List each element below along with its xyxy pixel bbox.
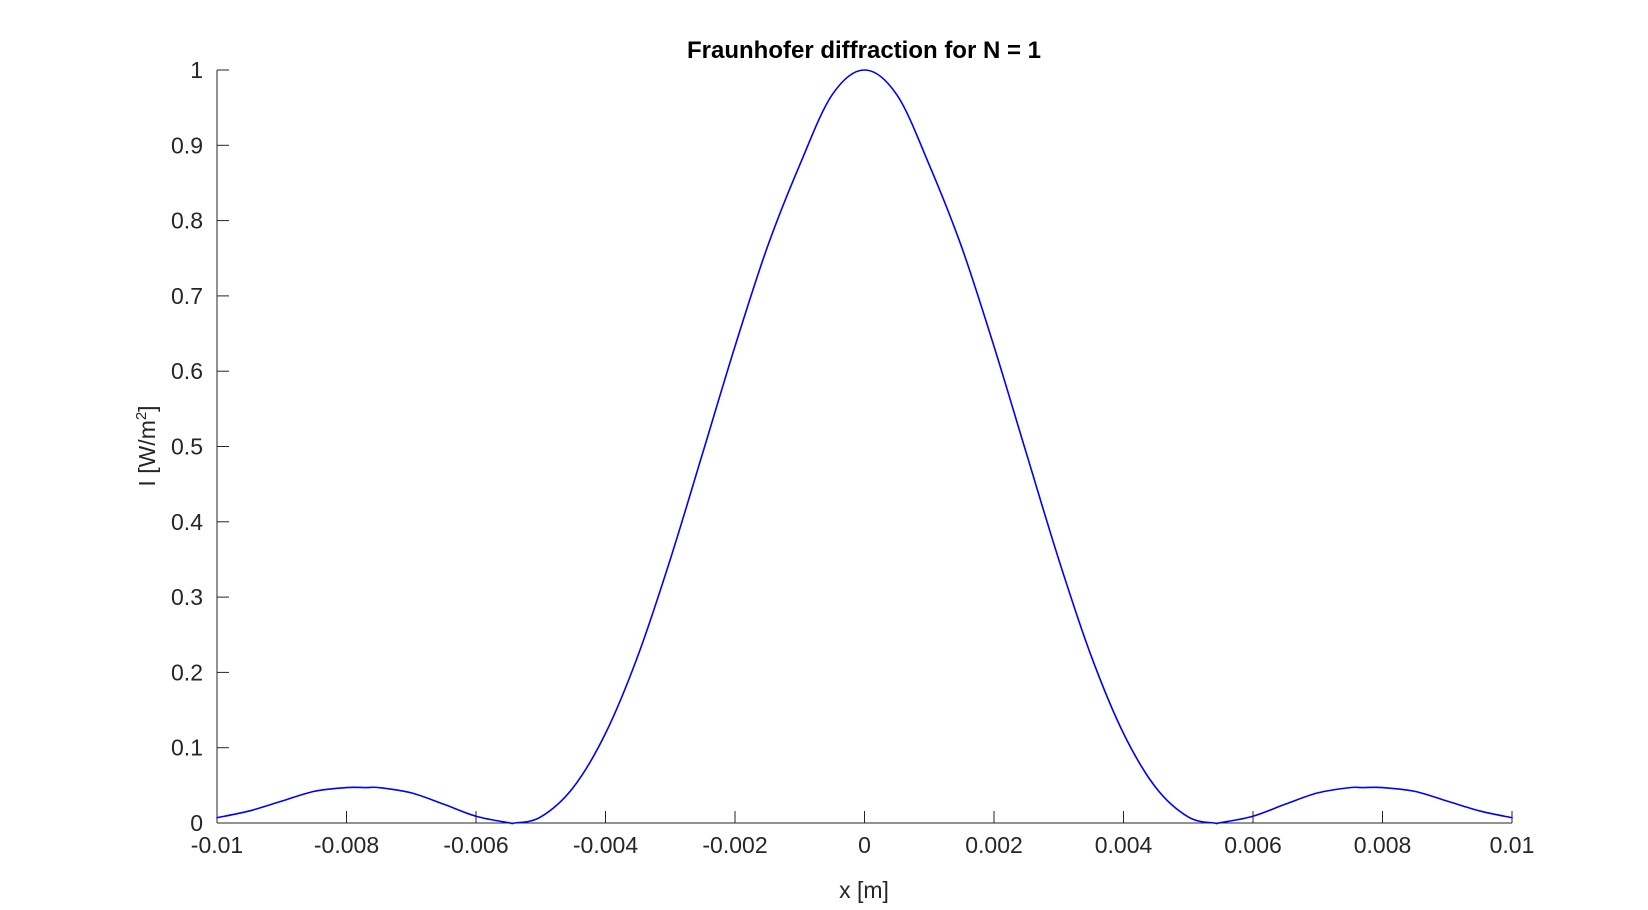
- y-tick-label: 1: [190, 57, 203, 83]
- x-ticks: -0.01 -0.008 -0.006 -0.004 -0.002 0 0.002 0.004…: [191, 811, 1535, 858]
- x-tick-label: 0: [858, 832, 871, 858]
- y-tick-label: 0.9: [171, 132, 203, 158]
- y-tick-label: 0.3: [171, 584, 203, 610]
- y-axis-label-close: ]: [134, 405, 160, 411]
- x-tick-label: 0.008: [1354, 832, 1412, 858]
- x-axis-label: x [m]: [839, 877, 889, 903]
- x-tick-label: -0.008: [314, 832, 379, 858]
- x-tick-label: 0.004: [1095, 832, 1153, 858]
- y-axis-label-superscript: 2: [133, 412, 150, 420]
- x-tick-label: -0.01: [191, 832, 243, 858]
- y-tick-label: 0.7: [171, 283, 203, 309]
- x-tick-label: 0.002: [965, 832, 1023, 858]
- y-tick-label: 0: [190, 810, 203, 836]
- y-ticks: 0 0.1 0.2 0.3 0.4 0.5 0.6 0.7 0.8 0.9 1: [171, 57, 229, 836]
- x-tick-label: -0.002: [702, 832, 767, 858]
- y-tick-label: 0.4: [171, 509, 203, 535]
- y-tick-label: 0.8: [171, 208, 203, 234]
- intensity-series-line: [216, 69, 1513, 825]
- y-tick-label: 0.2: [171, 659, 203, 685]
- y-tick-label: 0.6: [171, 358, 203, 384]
- chart-title: Fraunhofer diffraction for N = 1: [687, 37, 1041, 64]
- series: [216, 69, 1513, 825]
- y-axis-label: I [W/m2]: [133, 405, 160, 486]
- x-tick-label: 0.01: [1490, 832, 1535, 858]
- axes: [216, 70, 1512, 824]
- y-tick-label: 0.5: [171, 434, 203, 460]
- x-tick-label: 0.006: [1224, 832, 1282, 858]
- x-tick-label: -0.006: [443, 832, 508, 858]
- x-tick-label: -0.004: [573, 832, 638, 858]
- y-tick-label: 0.1: [171, 735, 203, 761]
- y-axis-label-main: I [W/m: [134, 420, 160, 486]
